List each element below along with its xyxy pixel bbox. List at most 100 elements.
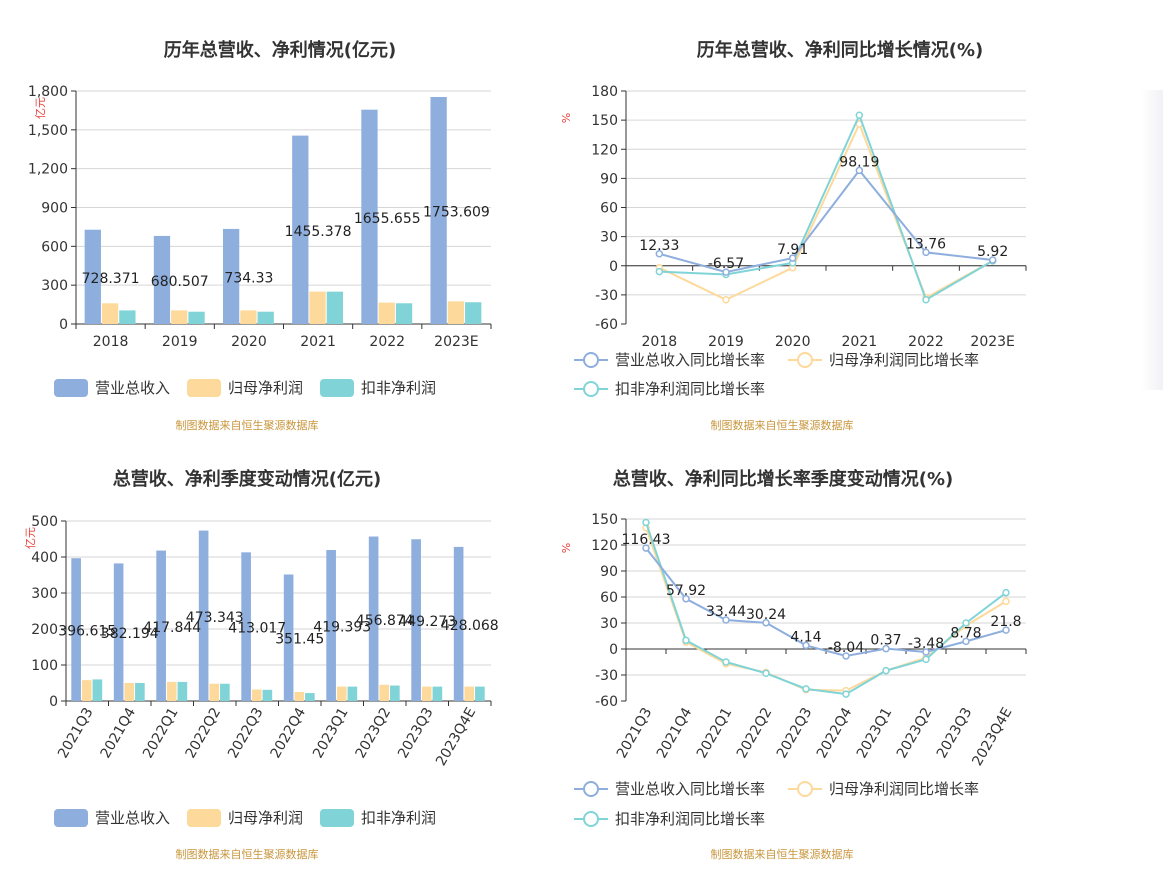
series-point — [722, 268, 730, 276]
data-label: 1655.655 — [354, 211, 421, 227]
data-source-note: 制图数据来自恒生聚源数据库 — [710, 848, 854, 861]
x-tick-label: 2022Q4 — [268, 705, 310, 761]
legend-swatch — [574, 351, 608, 369]
bar — [124, 683, 135, 701]
legend-item-deducted-profit-growth[interactable]: 扣非净利润同比增长率 — [574, 808, 765, 829]
x-tick-label: 2021Q3 — [614, 705, 656, 761]
y-tick-label: 150 — [591, 512, 618, 528]
series-point — [855, 111, 864, 120]
bar — [464, 686, 475, 701]
legend-item-deducted-profit-growth[interactable]: 扣非净利润同比增长率 — [574, 378, 765, 399]
data-label: 13.76 — [906, 236, 946, 252]
series-line — [645, 547, 1007, 657]
bar — [368, 536, 379, 701]
series-point — [802, 685, 810, 693]
y-tick-label: 90 — [600, 171, 618, 187]
legend-label: 归母净利润同比增长率 — [829, 780, 980, 798]
bar — [294, 692, 305, 701]
data-label: 1455.378 — [285, 224, 352, 240]
x-tick-label: 2023Q1 — [310, 705, 352, 761]
series-point — [722, 616, 730, 624]
data-label: 456.874 — [356, 613, 414, 629]
bar — [241, 552, 251, 701]
x-tick-label: 2023Q4E — [969, 705, 1015, 769]
legend-label: 扣非净利润同比增长率 — [615, 380, 766, 398]
legend-item-deducted-profit[interactable]: 扣非净利润 — [320, 377, 436, 398]
legend-item-revenue-growth[interactable]: 营业总收入同比增长率 — [574, 349, 765, 370]
legend-item-revenue[interactable]: 营业总收入 — [54, 377, 170, 398]
legend-label: 归母净利润同比增长率 — [829, 351, 980, 369]
bar — [153, 235, 171, 324]
unit-label: % — [560, 543, 573, 553]
data-label: 382.194 — [101, 626, 159, 642]
data-label: 30.24 — [746, 607, 786, 623]
x-tick-label: 2023Q2 — [894, 705, 936, 761]
data-label: 419.393 — [313, 620, 371, 636]
data-source-note: 制图数据来自恒生聚源数据库 — [710, 419, 854, 432]
legend-label: 营业总收入 — [95, 379, 171, 397]
quarterly-line-chart: -60-300306090120150%2021Q32021Q42022Q120… — [560, 512, 1027, 769]
data-label: 680.507 — [151, 274, 209, 290]
x-tick-label: 2022Q3 — [774, 705, 816, 761]
y-tick-label: 100 — [31, 658, 58, 674]
legend-swatch — [788, 780, 822, 798]
x-tick-label: 2022Q1 — [694, 705, 736, 761]
data-label: 473.343 — [186, 610, 244, 626]
series-point — [655, 267, 664, 276]
y-tick-label: 200 — [31, 622, 58, 638]
legend-item-revenue[interactable]: 营业总收入 — [54, 807, 170, 828]
x-tick-label: 2020 — [231, 334, 267, 350]
unit-label: 亿元 — [24, 527, 37, 549]
data-label: -8.04 — [828, 640, 864, 656]
y-tick-label: 0 — [49, 694, 58, 710]
y-tick-label: 600 — [41, 239, 68, 255]
legend-item-net-profit[interactable]: 归母净利润 — [187, 807, 303, 828]
y-tick-label: 1,200 — [28, 162, 68, 178]
bar — [390, 685, 400, 701]
legend-item-net-profit[interactable]: 归母净利润 — [187, 377, 303, 398]
y-tick-label: 60 — [600, 590, 618, 606]
x-tick-label: 2023E — [970, 334, 1014, 350]
series-point — [682, 636, 690, 645]
data-label: 728.371 — [82, 271, 140, 287]
x-tick-label: 2022Q3 — [225, 705, 267, 761]
series-point — [642, 544, 650, 552]
bar — [411, 539, 421, 701]
data-label: 428.068 — [441, 618, 499, 634]
data-source-note: 制图数据来自恒生聚源数据库 — [175, 419, 319, 432]
series-point — [988, 256, 997, 264]
y-tick-label: 150 — [591, 113, 618, 129]
y-tick-label: -30 — [595, 668, 618, 684]
y-tick-label: 90 — [600, 564, 618, 580]
bar — [171, 310, 188, 324]
data-label: 417.844 — [143, 620, 201, 636]
bar — [240, 310, 257, 324]
data-label: 116.43 — [622, 532, 671, 548]
bar — [475, 686, 485, 701]
series-point — [788, 254, 797, 262]
x-tick-label: 2022 — [908, 334, 944, 350]
y-tick-label: -60 — [595, 317, 618, 333]
bar — [177, 681, 188, 701]
y-tick-label: 400 — [31, 550, 58, 566]
series-point — [1002, 626, 1010, 634]
legend-item-net-profit-growth[interactable]: 归母净利润同比增长率 — [788, 349, 979, 370]
legend-item-deducted-profit[interactable]: 扣非净利润 — [320, 807, 436, 828]
legend-item-revenue-growth[interactable]: 营业总收入同比增长率 — [574, 778, 765, 799]
y-tick-label: 30 — [600, 230, 618, 246]
series-point — [655, 250, 664, 258]
data-label: 4.14 — [790, 629, 821, 645]
chart-title: 总营收、净利同比增长率季度变动情况(%) — [612, 469, 954, 490]
data-label: 98.19 — [839, 154, 879, 170]
series-line — [659, 112, 994, 302]
legend-item-net-profit-growth[interactable]: 归母净利润同比增长率 — [788, 778, 979, 799]
series-point — [762, 619, 770, 627]
x-tick-label: 2023Q4E — [433, 705, 479, 769]
series-line — [658, 121, 994, 301]
legend-label: 扣非净利润同比增长率 — [615, 810, 766, 828]
bar — [257, 311, 274, 324]
bar — [209, 683, 220, 701]
series-line — [659, 168, 993, 274]
x-tick-label: 2023Q1 — [854, 705, 896, 761]
